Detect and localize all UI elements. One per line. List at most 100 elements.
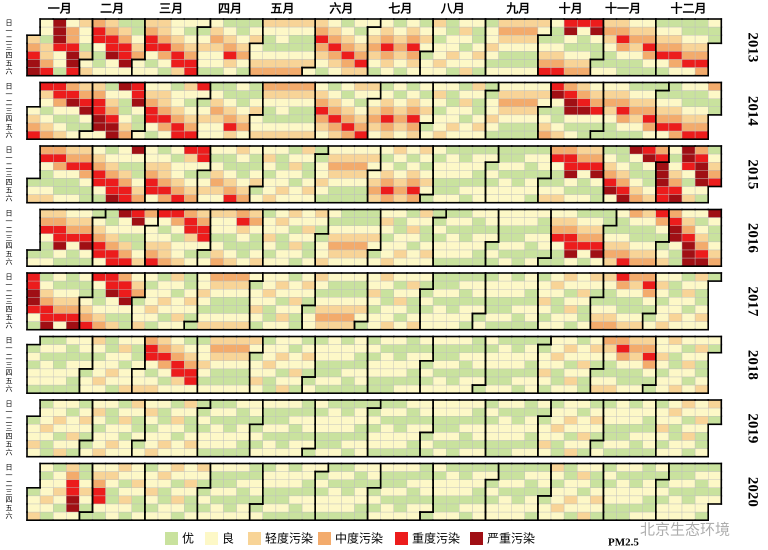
day-cell [223, 432, 237, 441]
day-cell [183, 122, 198, 132]
day-cell [472, 495, 486, 505]
day-cell [118, 90, 132, 99]
day-cell [590, 51, 604, 60]
day-cell [236, 289, 250, 298]
day-cell [328, 321, 342, 330]
day-cell [472, 297, 486, 306]
day-cell [170, 145, 185, 155]
day-cell [681, 305, 696, 314]
day-cell [210, 289, 224, 298]
day-cell [315, 511, 329, 521]
day-cell [79, 161, 93, 171]
day-cell [223, 280, 237, 290]
weekday-label: 六 [6, 194, 13, 203]
day-cell [616, 376, 630, 386]
day-cell [694, 217, 709, 226]
day-cell [301, 376, 316, 386]
day-cell [66, 114, 80, 124]
day-cell [550, 35, 565, 44]
day-cell [210, 424, 224, 433]
day-cell [157, 98, 172, 107]
day-cell [419, 18, 434, 28]
day-cell [183, 471, 198, 480]
day-cell [485, 186, 499, 195]
day-cell [105, 321, 119, 330]
day-cell [498, 407, 512, 417]
day-cell [131, 161, 146, 171]
day-cell [210, 194, 224, 203]
day-cell [642, 161, 657, 171]
day-cell [210, 130, 224, 140]
day-cell [537, 360, 552, 370]
day-cell [485, 399, 499, 409]
day-cell [354, 249, 368, 259]
day-cell [354, 257, 368, 267]
day-cell [681, 26, 696, 36]
day-cell [406, 280, 421, 290]
day-cell [550, 495, 565, 505]
day-cell [603, 153, 617, 163]
day-cell [577, 432, 591, 441]
day-cell [341, 297, 355, 306]
day-cell [39, 51, 54, 60]
day-cell [642, 376, 657, 386]
day-cell [550, 170, 565, 179]
day-cell [485, 209, 499, 218]
day-cell [380, 360, 395, 370]
day-cell [79, 170, 93, 179]
day-cell [694, 161, 709, 171]
day-cell [39, 153, 54, 163]
day-cell [668, 122, 683, 132]
day-cell [223, 352, 237, 362]
day-cell [642, 67, 657, 76]
day-cell [393, 241, 408, 251]
day-cell [537, 424, 552, 433]
day-cell [157, 241, 172, 251]
day-cell [406, 352, 421, 362]
day-cell [301, 463, 316, 472]
day-cell [616, 407, 630, 417]
day-cell [380, 297, 395, 306]
day-cell [432, 59, 447, 68]
day-cell [498, 18, 512, 28]
day-cell [341, 217, 355, 226]
day-cell [341, 18, 355, 28]
day-cell [367, 360, 381, 370]
day-cell [419, 82, 434, 91]
day-cell [275, 289, 290, 298]
day-cell [53, 368, 67, 378]
day-cell [210, 463, 224, 472]
day-cell [131, 26, 146, 36]
day-cell [406, 241, 421, 251]
day-cell [629, 26, 643, 36]
day-cell [419, 407, 434, 417]
day-cell [144, 241, 159, 251]
day-cell [131, 289, 146, 298]
day-cell [275, 178, 290, 187]
day-cell [419, 106, 434, 116]
day-cell [380, 114, 395, 124]
day-cell [301, 43, 316, 52]
day-cell [485, 511, 499, 521]
day-cell [183, 495, 198, 505]
day-cell [681, 376, 696, 386]
day-cell [26, 43, 41, 52]
day-cell [524, 289, 539, 298]
weekday-label: 六 [6, 511, 13, 520]
day-cell [406, 368, 421, 378]
day-cell [223, 440, 237, 449]
day-cell [354, 336, 368, 345]
day-cell [655, 225, 670, 234]
day-cell [301, 511, 316, 521]
day-cell [197, 336, 211, 345]
weekday-label: 五 [6, 123, 13, 131]
day-cell [328, 186, 342, 195]
day-cell [524, 495, 539, 505]
day-cell [262, 336, 277, 345]
day-cell [511, 249, 526, 259]
day-cell [446, 432, 460, 441]
day-cell [668, 18, 683, 28]
day-cell [577, 241, 591, 251]
day-cell [131, 376, 146, 386]
day-cell [616, 448, 630, 457]
